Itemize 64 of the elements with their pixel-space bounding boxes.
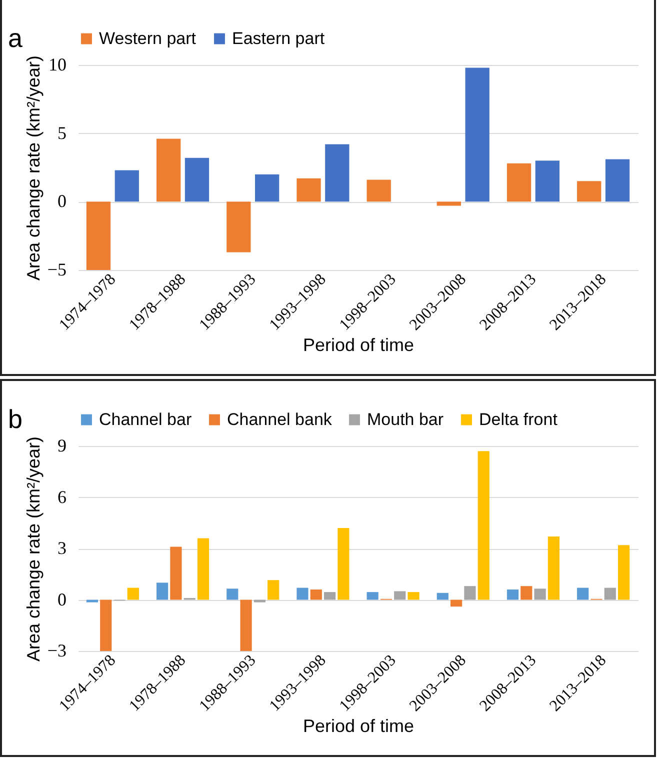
y-axis-title: Area change rate (km²/year) — [23, 55, 44, 281]
bar — [255, 174, 280, 202]
bar — [100, 600, 112, 651]
bar — [618, 545, 630, 600]
y-tick-label: 5 — [58, 122, 66, 143]
bar — [127, 588, 139, 600]
bar — [114, 170, 139, 202]
legend-label: Delta front — [479, 410, 558, 429]
legend-label: Mouth bar — [367, 410, 444, 429]
bar — [170, 546, 182, 600]
bar — [465, 68, 490, 202]
y-tick-label: 10 — [48, 54, 66, 74]
bar — [436, 202, 461, 206]
y-tick-label: 0 — [58, 191, 66, 212]
y-tick-label: 6 — [58, 486, 66, 507]
y-tick-label: −5 — [47, 260, 66, 280]
legend-label: Eastern part — [232, 28, 325, 48]
legend-label: Channel bar — [99, 410, 192, 429]
bar — [325, 144, 350, 202]
bar — [254, 600, 266, 602]
bar — [366, 592, 378, 600]
x-axis-title: Period of time — [302, 335, 414, 356]
bar — [408, 592, 420, 600]
chart-title: b — [8, 404, 22, 434]
bar — [535, 160, 560, 202]
bar — [86, 202, 111, 270]
bar — [506, 163, 532, 202]
bar — [520, 586, 532, 600]
bar — [605, 159, 630, 202]
bar — [184, 158, 210, 202]
bar — [478, 451, 490, 600]
bar — [338, 528, 350, 600]
y-tick-label: −3 — [47, 640, 66, 660]
bar — [506, 590, 519, 600]
bar — [548, 536, 560, 600]
y-tick-label: 9 — [58, 436, 66, 456]
bar — [464, 586, 476, 600]
bar — [436, 592, 448, 600]
bar — [366, 180, 391, 202]
bar — [324, 592, 336, 600]
bar — [310, 590, 322, 600]
bar — [226, 202, 251, 252]
bar — [226, 588, 238, 600]
bar — [197, 538, 210, 600]
bar — [604, 588, 616, 600]
bar — [240, 600, 252, 651]
bar — [156, 138, 181, 202]
bar — [296, 178, 321, 202]
bar — [577, 588, 589, 600]
bar — [450, 600, 462, 607]
legend-label: Western part — [99, 28, 196, 48]
bar — [156, 582, 168, 600]
bar — [577, 181, 602, 202]
bar — [86, 600, 98, 602]
x-axis-title: Period of time — [302, 716, 414, 736]
chart-title: a — [8, 23, 23, 53]
bar — [394, 591, 406, 600]
legend-label: Channel bank — [227, 410, 332, 429]
bar — [268, 580, 280, 600]
y-axis-title: Area change rate (km²/year) — [23, 436, 44, 662]
bar — [534, 588, 546, 600]
y-tick-label: 3 — [58, 538, 66, 558]
bar — [296, 588, 308, 600]
y-tick-label: 0 — [58, 589, 66, 610]
